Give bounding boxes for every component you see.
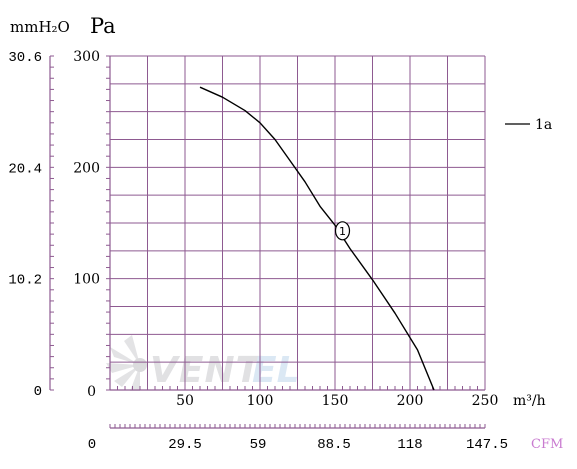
legend: 1a <box>505 117 552 133</box>
y-secondary-tick-label: 20.4 <box>8 161 42 177</box>
x-tick-label: 200 <box>397 393 424 409</box>
x-secondary-tick-label: 118 <box>397 437 422 453</box>
svg-text:VENT: VENT <box>150 350 263 391</box>
x-tick-label: 100 <box>247 393 274 409</box>
x-unit-label: m³/h <box>513 393 546 409</box>
x-secondary-tick-label: 147.5 <box>466 437 508 453</box>
series-marker-circle <box>334 221 351 241</box>
x-tick-label: 250 <box>472 393 499 409</box>
x-secondary-tick-label: 29.5 <box>168 437 202 453</box>
series-marker-label: 1 <box>339 225 346 238</box>
y-secondary-tick-label: 10.2 <box>8 273 42 289</box>
y-tick-label: 300 <box>73 49 100 65</box>
y-tick-label-zero: 0 <box>87 384 96 400</box>
series-curve-1a <box>199 86 435 391</box>
y-secondary-unit-label: mmH₂O <box>10 18 70 36</box>
x-tick-label: 150 <box>322 393 349 409</box>
axes <box>49 55 486 429</box>
grid <box>110 55 486 390</box>
watermark-logo: VENT EL <box>106 335 300 391</box>
tick-labels: 100 200 300 0 50 100 150 200 250 0 10.2 20.4 30.6 0 29… <box>8 49 508 453</box>
y-secondary-tick-label: 0 <box>34 384 42 400</box>
y-tick-label: 100 <box>73 272 100 288</box>
legend-label: 1a <box>535 117 552 133</box>
svg-text:EL: EL <box>252 350 300 391</box>
x-secondary-unit-label: CFM <box>531 437 563 452</box>
curves: 1 <box>199 86 435 391</box>
y-secondary-tick-label: 30.6 <box>8 50 42 66</box>
x-secondary-tick-label: 88.5 <box>317 437 351 453</box>
x-tick-label: 50 <box>176 393 194 409</box>
y-unit-label: Pa <box>90 14 116 38</box>
x-secondary-tick-label: 59 <box>250 437 267 453</box>
y-tick-label: 200 <box>73 160 100 176</box>
x-secondary-tick-label: 0 <box>88 437 96 453</box>
